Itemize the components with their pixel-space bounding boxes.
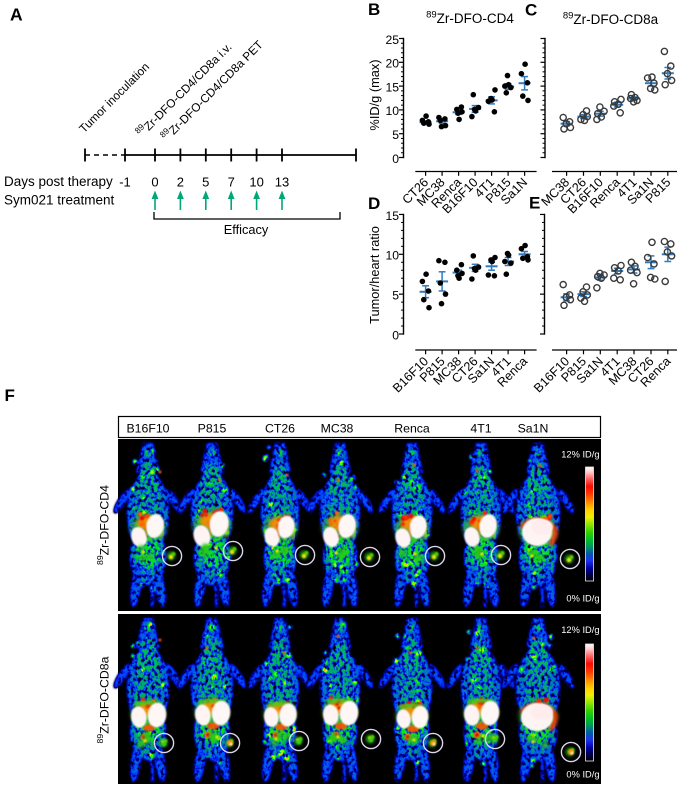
svg-text:D: D: [368, 194, 380, 213]
svg-text:Sa1N: Sa1N: [518, 421, 549, 435]
svg-text:4T1: 4T1: [470, 421, 491, 435]
svg-text:13: 13: [275, 175, 289, 190]
svg-text:25: 25: [385, 33, 399, 47]
svg-text:10: 10: [249, 175, 263, 190]
svg-text:7: 7: [228, 175, 235, 190]
svg-text:0% ID/g: 0% ID/g: [566, 770, 599, 780]
svg-text:Efficacy: Efficacy: [224, 222, 269, 237]
svg-text:Tumor/heart ratio: Tumor/heart ratio: [367, 226, 382, 324]
svg-text:Renca: Renca: [394, 421, 430, 435]
svg-text:A: A: [10, 4, 23, 24]
svg-text:15: 15: [385, 80, 399, 94]
svg-text:10: 10: [385, 104, 399, 118]
svg-text:B16F10: B16F10: [126, 421, 169, 435]
svg-text:0: 0: [392, 328, 399, 342]
svg-text:C: C: [525, 1, 537, 20]
svg-text:2: 2: [177, 175, 184, 190]
svg-text:5: 5: [392, 128, 399, 142]
svg-text:15: 15: [385, 209, 399, 223]
svg-text:E: E: [529, 194, 540, 213]
svg-text:89Zr-DFO-CD4: 89Zr-DFO-CD4: [95, 485, 112, 565]
svg-text:F: F: [5, 386, 15, 405]
svg-text:%ID/g (max): %ID/g (max): [367, 59, 382, 130]
svg-text:CT26: CT26: [265, 421, 295, 435]
svg-text:89Zr-DFO-CD8a: 89Zr-DFO-CD8a: [563, 11, 659, 28]
svg-text:20: 20: [385, 57, 399, 71]
svg-text:B: B: [368, 0, 380, 19]
svg-text:5: 5: [202, 175, 209, 190]
svg-text:0% ID/g: 0% ID/g: [566, 594, 599, 604]
svg-text:12% ID/g: 12% ID/g: [561, 625, 599, 635]
svg-text:Sym021 treatment: Sym021 treatment: [4, 193, 115, 208]
svg-text:MC38: MC38: [321, 421, 354, 435]
svg-text:12% ID/g: 12% ID/g: [561, 450, 599, 460]
svg-text:89Zr-DFO-CD8a: 89Zr-DFO-CD8a: [95, 656, 112, 743]
svg-text:0: 0: [392, 152, 399, 166]
svg-text:10: 10: [385, 249, 399, 263]
svg-text:89Zr-DFO-CD4: 89Zr-DFO-CD4: [426, 10, 514, 27]
svg-text:-1: -1: [119, 175, 131, 190]
svg-text:Days post therapy: Days post therapy: [4, 174, 113, 189]
svg-text:0: 0: [151, 175, 158, 190]
svg-text:5: 5: [392, 288, 399, 302]
svg-text:P815: P815: [198, 421, 227, 435]
